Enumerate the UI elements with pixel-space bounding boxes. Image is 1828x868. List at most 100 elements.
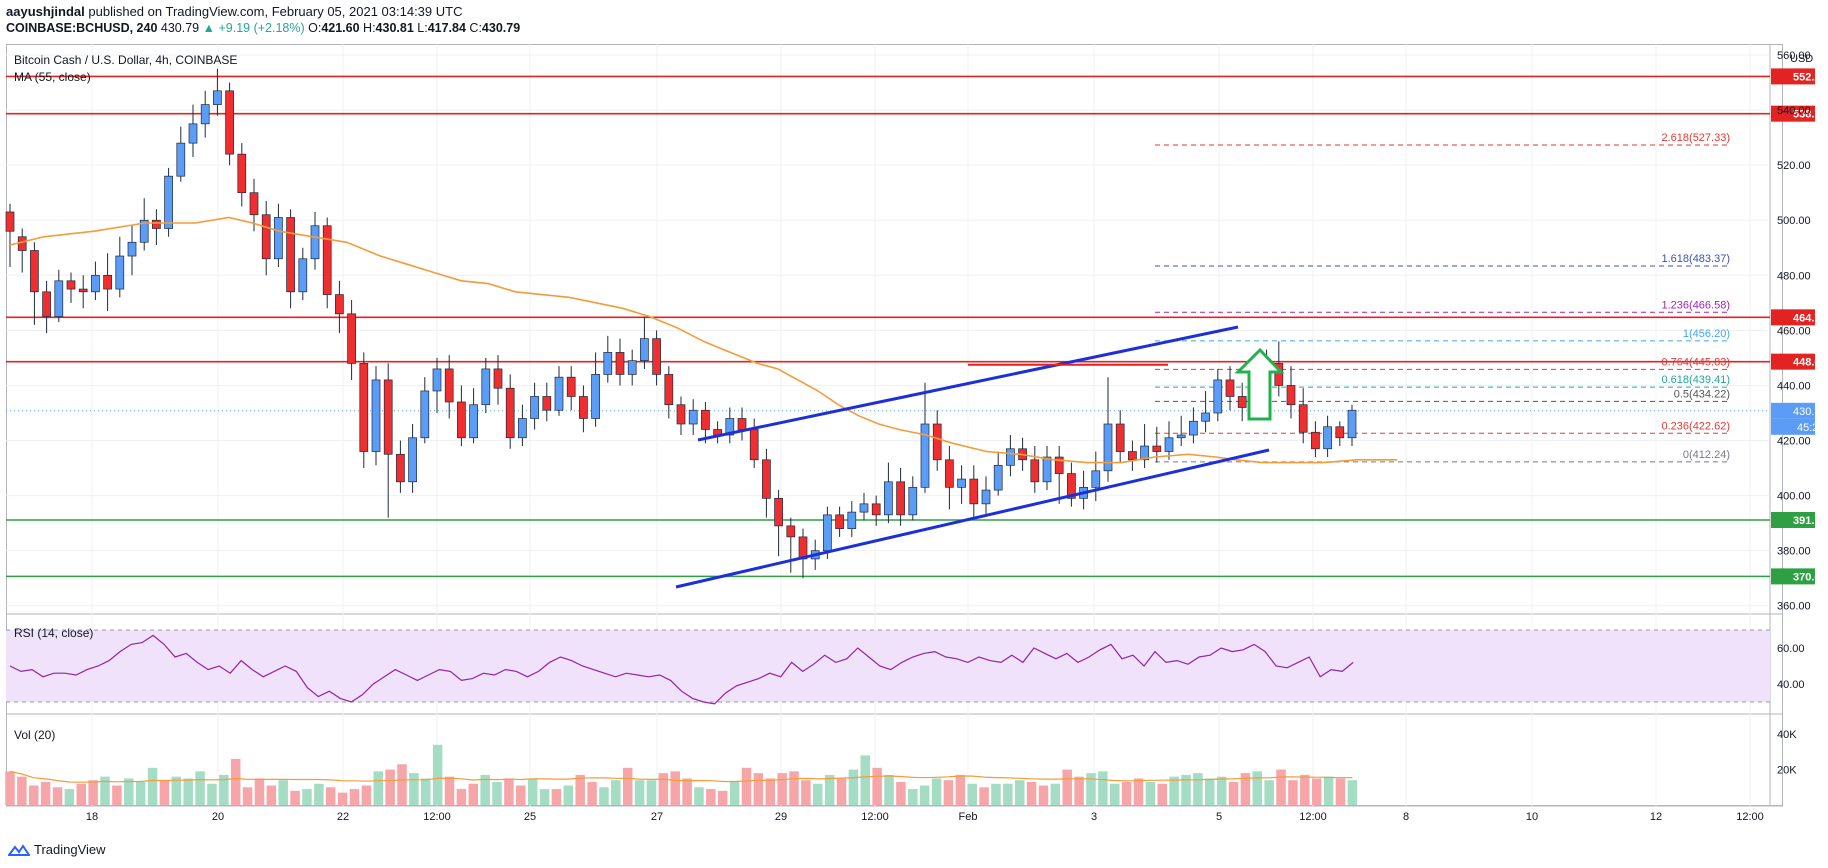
candle-body [1176,434,1186,439]
candle-body [1225,379,1235,397]
volume-bar [5,771,15,805]
candle-body [176,142,186,177]
level-badge-label: 538.70 [1793,109,1827,121]
candle-body [469,404,478,439]
candle-body [115,255,125,290]
high-value: 430.81 [375,21,414,35]
volume-bar [1347,780,1358,805]
volume-bar [230,758,241,805]
fib-label: 0.764(445.83) [1662,356,1731,368]
candle-body [274,217,283,260]
candle-body [920,423,930,488]
candle-body [30,250,39,293]
volume-bar [765,778,776,805]
volume-bar [242,787,253,805]
volume-bar [777,773,787,805]
volume-bar [967,783,977,805]
footer-brand[interactable]: TradingView [8,842,106,857]
volume-bar [1169,776,1179,805]
candle-body [1323,426,1332,450]
x-tick-label: 12:00 [861,811,889,823]
volume-bar [325,787,336,805]
volume-bar [670,771,680,805]
candle-body [1237,396,1247,408]
candle-body [1298,404,1308,433]
low-value: 417.84 [427,21,466,35]
price-change: ▲ +9.19 (+2.18%) [202,21,305,35]
volume-bar [575,774,585,805]
candle-body [896,481,905,516]
y-tick-label: 520.00 [1777,160,1811,172]
candle-body [676,404,686,425]
low-label: L: [417,21,428,35]
volume-bar [872,767,882,805]
volume-legend: Vol (20) [14,728,55,742]
candle-body [859,503,869,513]
candle-body [286,217,295,293]
volume-bar [159,780,170,805]
candle-body [566,376,576,397]
close-value: 430.79 [481,21,521,35]
volume-bar [1145,781,1156,805]
volume-bar [1098,771,1108,805]
up-arrow-icon [1234,347,1285,421]
candle-body [1140,445,1149,461]
volume-bar [1252,771,1263,805]
volume-bar [634,780,645,805]
volume-bar [207,783,217,805]
volume-bar [29,785,39,805]
candle-body [505,387,515,439]
volume-bar [1109,783,1120,805]
candle-body [225,90,234,155]
volume-bar [1003,783,1013,805]
countdown-badge [1771,418,1815,435]
candle-body [54,280,64,317]
level-badge [1771,568,1815,585]
drawings [675,325,1285,589]
volume-bar [504,778,514,805]
candle-body [127,241,137,257]
volume-bar [40,781,51,805]
candle-body [420,390,430,439]
author-name[interactable]: aayushjindal [6,4,85,19]
candle-body [591,374,600,419]
candle-body [481,368,491,406]
fib-label: 0.5(434.22) [1674,388,1730,400]
candle-body [725,418,735,436]
price-axis: 560.00 540.00 520.00 500.00 480.00 460.00 440.… [1777,50,1811,613]
high-label: H: [363,21,376,35]
candle-body [615,352,625,375]
volume-bar [432,744,443,805]
volume-bar [1228,781,1239,805]
candle-body [335,294,344,315]
level-badge-label: 370.66 [1793,571,1827,583]
volume-bar [848,769,859,805]
volume-ma-line [9,770,1353,783]
volume-bar [361,785,372,805]
candle-body [1103,423,1113,472]
volume-bar [729,781,740,805]
symbol-label: COINBASE:BCHUSD, 240 [6,21,158,35]
candle-body [701,409,710,430]
fib-label: 0(412.24) [1683,449,1730,461]
fib-label: 1.618(483.37) [1662,253,1731,265]
candle-body [78,288,88,293]
y-tick-label: 440.00 [1777,380,1811,392]
candle-body [1054,456,1064,474]
volume-bar [1323,776,1334,805]
x-tick-label: 25 [524,811,536,823]
currency-label: USD [1790,53,1813,65]
volume-bar [1038,785,1049,805]
y-tick-label: 380.00 [1777,546,1811,558]
y-tick-label: 500.00 [1777,215,1811,227]
volume-bar [801,780,811,805]
volume-bar [1193,773,1203,805]
candle-body [884,481,893,516]
volume-bar [468,783,479,805]
candle-body [432,368,442,392]
candle-body [322,225,332,295]
candle-body [298,258,308,293]
candle-body [749,429,759,461]
x-tick-label: 5 [1216,811,1222,823]
